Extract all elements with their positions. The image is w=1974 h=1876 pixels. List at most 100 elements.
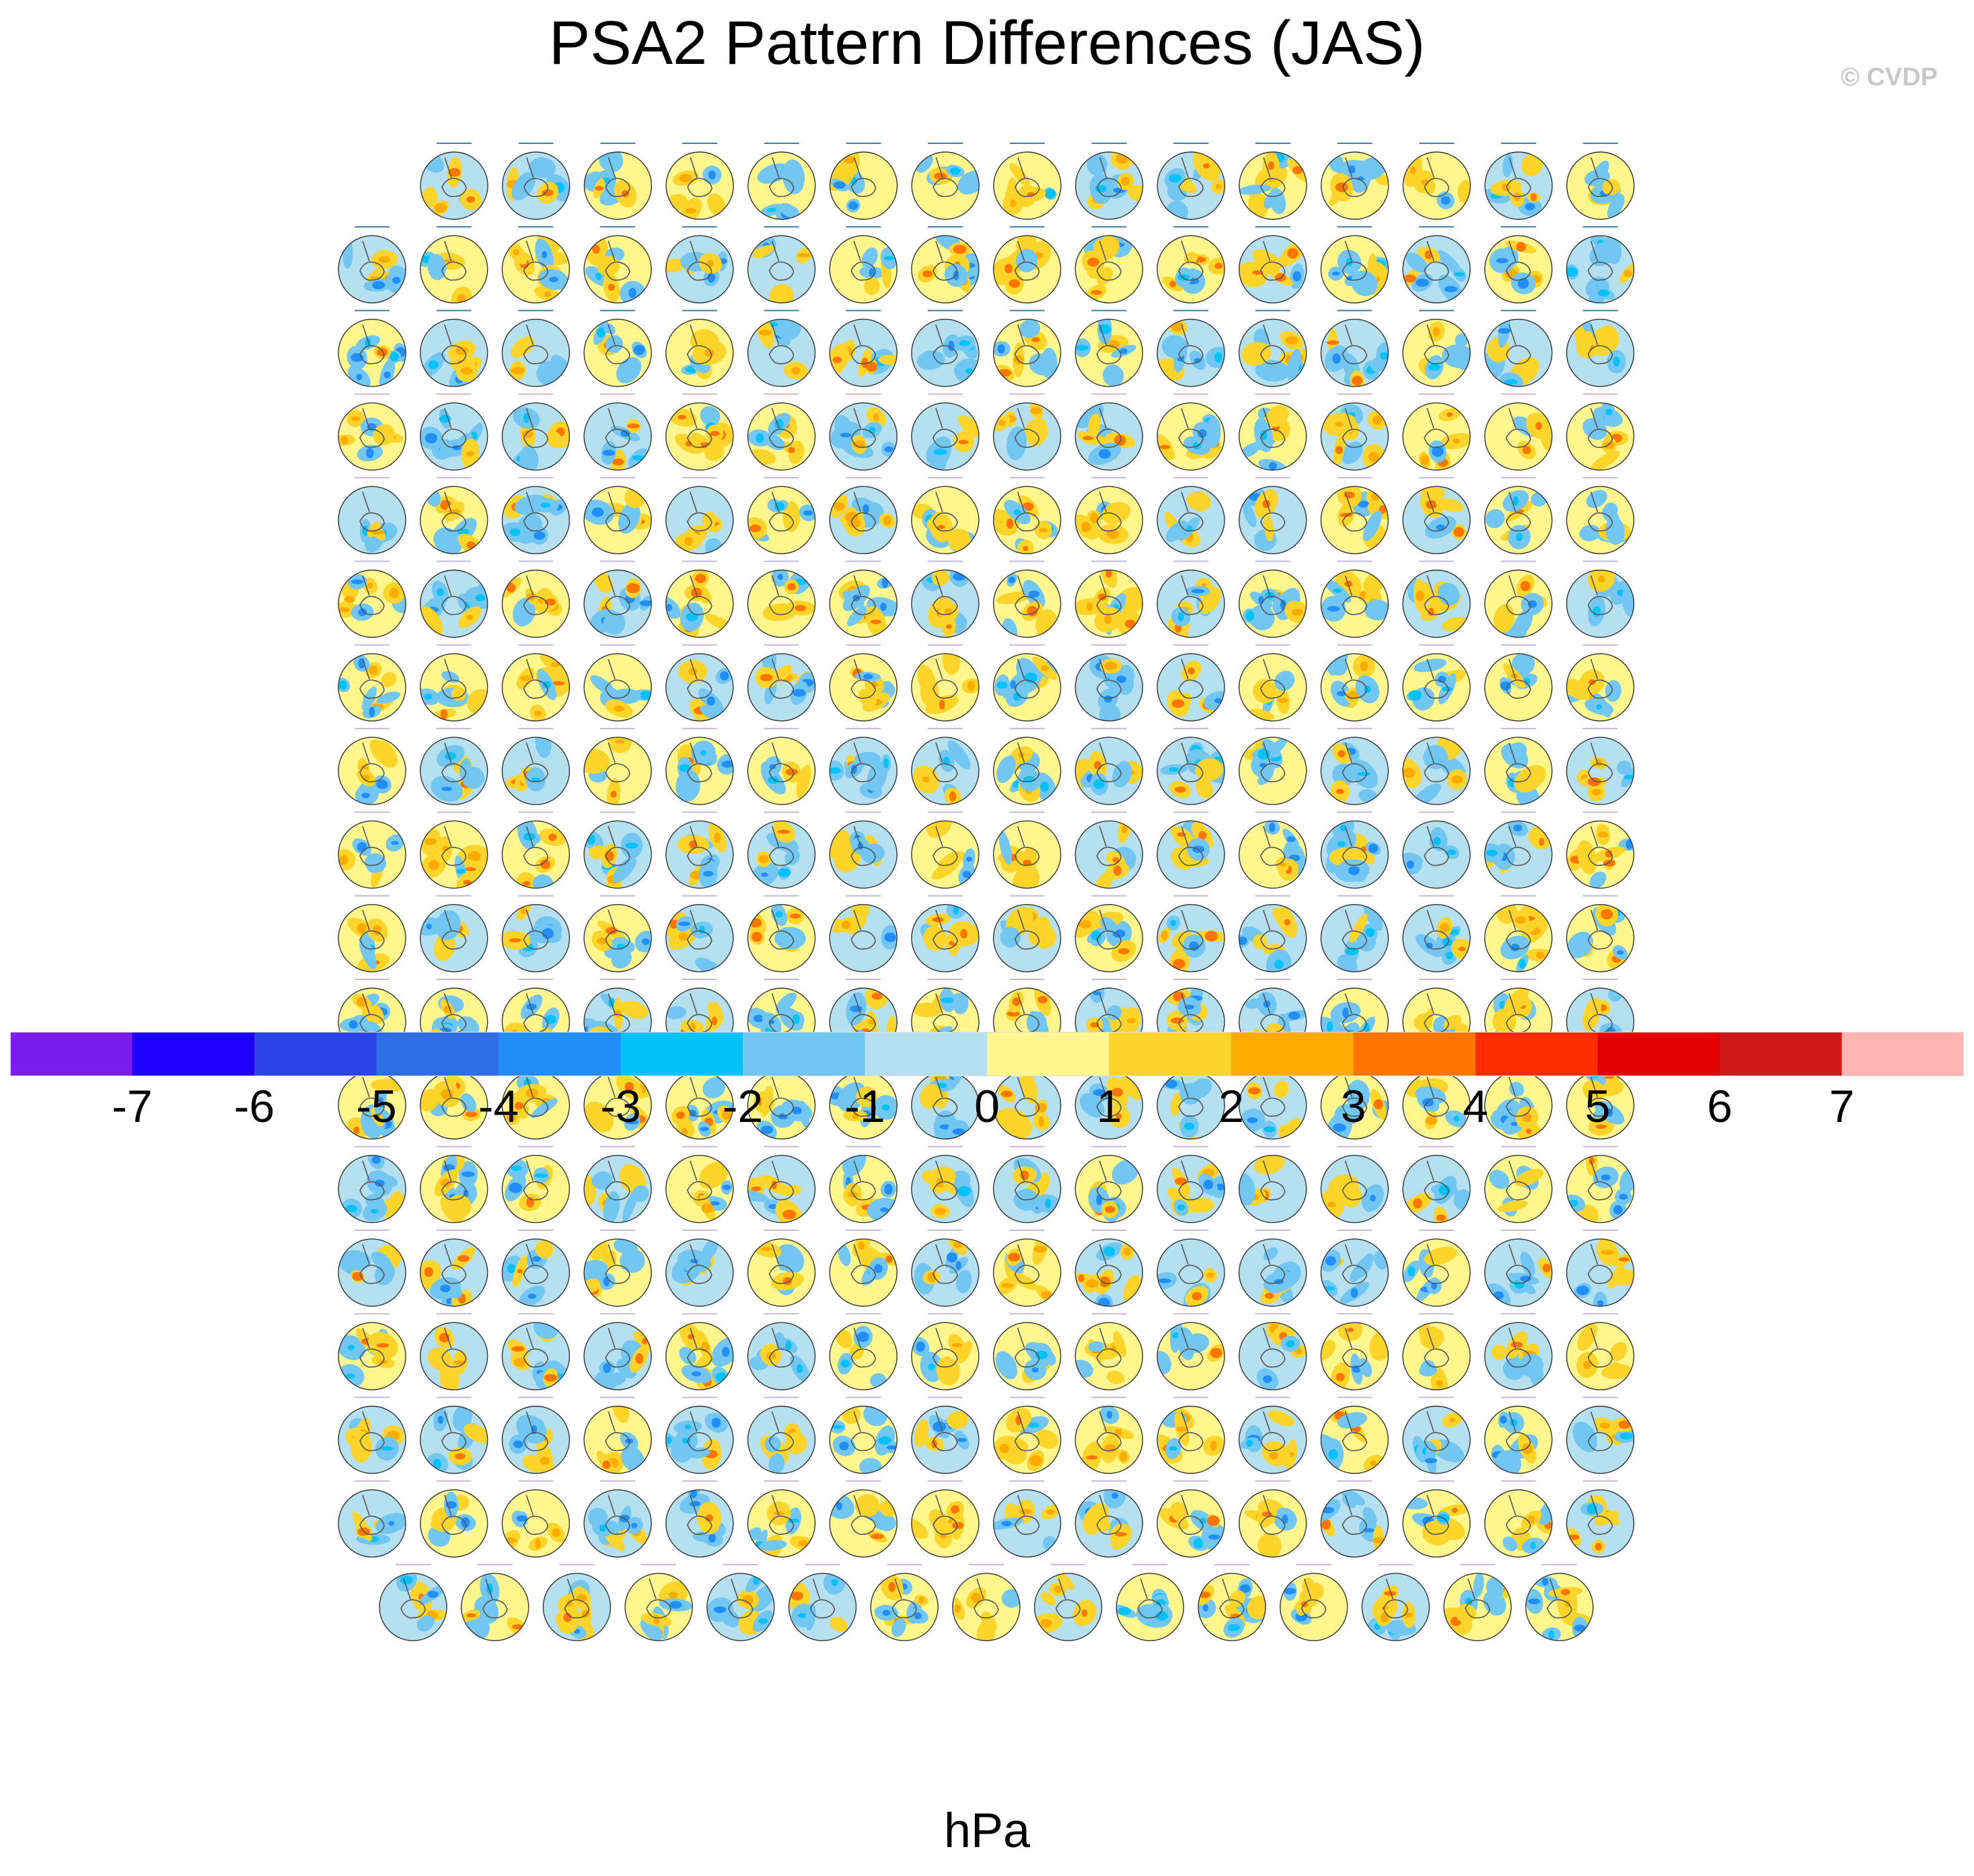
- anomaly-core: [1492, 515, 1498, 523]
- polar-panel: [1075, 235, 1143, 303]
- anomaly-core: [785, 323, 793, 334]
- polar-panel: [584, 1322, 652, 1390]
- anomaly-core: [1099, 449, 1111, 459]
- polar-panel: [665, 1489, 733, 1557]
- anomaly-core: [1263, 1375, 1272, 1384]
- anomaly-core: [1014, 920, 1025, 924]
- anomaly-core: [378, 1259, 385, 1264]
- coastline: [1096, 324, 1122, 365]
- panel-border: [583, 903, 652, 973]
- anomaly-core: [1023, 546, 1029, 552]
- panel-border: [583, 235, 652, 303]
- polar-panel: [1403, 152, 1471, 219]
- polar-panel: [1566, 570, 1634, 638]
- panel-border: [1484, 318, 1553, 387]
- anomaly-core: [1451, 1507, 1458, 1513]
- polar-panel: [1566, 904, 1634, 972]
- polar-panel: [1484, 570, 1552, 638]
- coastline: [686, 324, 712, 365]
- anomaly-core: [679, 174, 692, 183]
- anomaly-core: [511, 367, 525, 375]
- anomaly-core: [520, 907, 527, 915]
- coastline: [1505, 909, 1531, 950]
- anomaly-core: [1083, 436, 1094, 441]
- anomaly-core: [542, 928, 554, 939]
- anomaly-core: [833, 181, 846, 189]
- anomaly-core: [1380, 352, 1389, 360]
- coastline: [1424, 408, 1449, 448]
- anomaly-core: [1457, 1197, 1468, 1202]
- anomaly-core: [770, 171, 777, 176]
- anomaly-core: [1158, 1278, 1171, 1283]
- anomaly-core: [1434, 1253, 1447, 1259]
- polar-panel: [1485, 152, 1553, 219]
- anomaly-core: [595, 847, 601, 858]
- anomaly-core: [925, 1172, 934, 1183]
- anomaly-core: [785, 768, 798, 776]
- anomaly-core: [457, 294, 466, 303]
- anomaly-core: [788, 172, 799, 182]
- polar-panel: [993, 821, 1061, 889]
- anomaly-core: [542, 251, 548, 259]
- anomaly-core: [1192, 1291, 1202, 1301]
- anomaly-core: [1411, 1501, 1419, 1506]
- anomaly-core: [1006, 934, 1015, 941]
- coastline: [768, 575, 795, 615]
- anomaly-core: [777, 669, 789, 677]
- anomaly-core: [1331, 271, 1340, 276]
- anomaly-core: [1582, 1212, 1593, 1220]
- anomaly-core: [916, 1341, 925, 1352]
- anomaly-core: [511, 1346, 525, 1352]
- anomaly-core: [841, 920, 851, 929]
- anomaly-core: [1191, 589, 1205, 594]
- polar-panel: [747, 653, 815, 721]
- anomaly-core: [1169, 1446, 1178, 1451]
- polar-panel: [1321, 904, 1389, 972]
- polar-panel: [420, 319, 488, 387]
- polar-panel: [1403, 402, 1471, 470]
- panel-border: [665, 737, 734, 805]
- polar-panel: [338, 319, 406, 387]
- anomaly-core: [466, 614, 474, 620]
- anomaly-core: [1111, 1009, 1118, 1016]
- anomaly-core: [1097, 593, 1107, 601]
- anomaly-core: [1596, 704, 1602, 710]
- polar-panel: [1157, 152, 1225, 219]
- anomaly-core: [377, 348, 388, 357]
- polar-panel: [830, 1155, 898, 1223]
- anomaly-core: [1500, 1415, 1507, 1424]
- anomaly-core: [465, 867, 476, 872]
- anomaly-core: [1438, 1185, 1451, 1195]
- anomaly-core: [1096, 1194, 1103, 1205]
- anomaly-core: [369, 665, 378, 675]
- anomaly-core: [1593, 606, 1601, 617]
- coastline: [359, 324, 385, 365]
- anomaly-core: [1023, 255, 1031, 266]
- anomaly-core: [1018, 1509, 1032, 1514]
- coastline: [1505, 241, 1531, 281]
- anomaly-core: [760, 1246, 772, 1251]
- anomaly-core: [708, 1533, 716, 1543]
- anomaly-core: [684, 1424, 691, 1430]
- anomaly-core: [382, 750, 394, 757]
- anomaly-core: [708, 170, 716, 180]
- anomaly-core: [787, 1518, 800, 1524]
- panel-border: [747, 235, 816, 303]
- anomaly-core: [750, 524, 762, 533]
- anomaly-core: [883, 1520, 892, 1526]
- anomaly-core: [620, 693, 634, 700]
- anomaly-core: [1079, 1365, 1086, 1372]
- anomaly-core: [642, 938, 650, 945]
- anomaly-core: [424, 1267, 433, 1277]
- anomaly-core: [653, 1615, 660, 1624]
- anomaly-core: [1002, 1359, 1011, 1371]
- anomaly-core: [1109, 510, 1123, 517]
- anomaly-core: [835, 174, 843, 180]
- anomaly-core: [1424, 250, 1432, 260]
- panel-border: [583, 737, 652, 805]
- anomaly-core: [840, 1359, 850, 1367]
- anomaly-core: [1042, 620, 1051, 628]
- anomaly-core: [1504, 379, 1518, 385]
- panel-border: [1566, 235, 1635, 303]
- coastline: [1096, 157, 1122, 198]
